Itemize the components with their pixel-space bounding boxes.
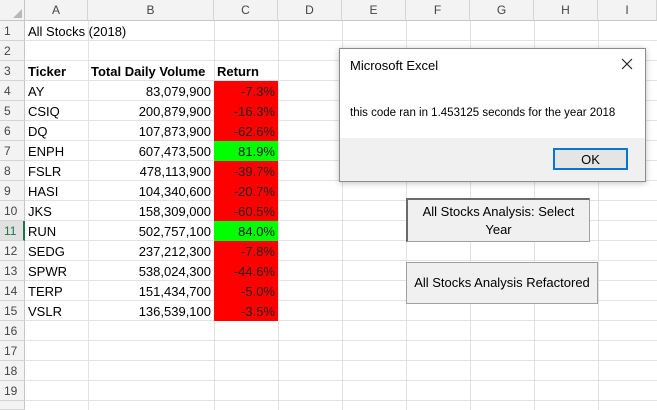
ok-button[interactable]: OK (553, 148, 628, 170)
return-header-cell[interactable]: Return (217, 63, 259, 79)
gridline (278, 21, 279, 410)
gridline (25, 40, 657, 41)
all-stocks-refactored-button[interactable]: All Stocks Analysis Refactored (406, 262, 598, 304)
ticker-cell[interactable]: AY (28, 83, 45, 99)
volume-cell[interactable]: 83,079,900 (145, 83, 211, 99)
gridline (25, 320, 657, 321)
row-header-18[interactable]: 18 (0, 361, 25, 381)
return-cell[interactable]: -5.0% (214, 281, 278, 301)
ticker-cell[interactable]: ENPH (28, 143, 65, 159)
return-cell[interactable]: -7.3% (214, 81, 278, 101)
column-header-d[interactable]: D (278, 0, 342, 21)
volume-cell[interactable]: 104,340,600 (138, 183, 211, 199)
gridline (25, 360, 657, 361)
row-header-4[interactable]: 4 (0, 81, 25, 101)
all-stocks-select-year-button[interactable]: All Stocks Analysis: Select Year (406, 198, 590, 242)
ticker-cell[interactable]: SEDG (28, 243, 65, 259)
row-header-13[interactable]: 13 (0, 261, 25, 281)
gridline (25, 280, 657, 281)
gridline (342, 21, 343, 410)
gridline (25, 200, 657, 201)
volume-cell[interactable]: 607,473,500 (138, 143, 211, 159)
ticker-cell[interactable]: HASI (28, 183, 59, 199)
select-all-corner[interactable] (0, 0, 25, 21)
volume-cell[interactable]: 107,873,900 (138, 123, 211, 139)
ticker-cell[interactable]: DQ (28, 123, 48, 139)
row-header-11[interactable]: 11 (0, 221, 25, 241)
gridline (598, 21, 599, 410)
ticker-cell[interactable]: JKS (28, 203, 52, 219)
volume-cell[interactable]: 151,434,700 (138, 283, 211, 299)
gridline (25, 220, 657, 221)
row-header-8[interactable]: 8 (0, 161, 25, 181)
row-header-20[interactable] (0, 401, 25, 410)
volume-cell[interactable]: 502,757,100 (138, 223, 211, 239)
row-header-7[interactable]: 7 (0, 141, 25, 161)
ticker-header-cell[interactable]: Ticker (28, 63, 67, 79)
row-header-19[interactable]: 19 (0, 381, 25, 401)
gridline (25, 400, 657, 401)
column-header-h[interactable]: H (534, 0, 598, 21)
volume-cell[interactable]: 136,539,100 (138, 303, 211, 319)
return-cell[interactable]: -60.5% (214, 201, 278, 221)
row-header-2[interactable]: 2 (0, 41, 25, 61)
dialog-footer: OK (340, 138, 645, 181)
column-header-a[interactable]: A (25, 0, 88, 21)
gridline (25, 300, 657, 301)
row-header-10[interactable]: 10 (0, 201, 25, 221)
return-cell[interactable]: -62.6% (214, 121, 278, 141)
close-icon[interactable] (615, 53, 639, 75)
return-cell[interactable]: -16.3% (214, 101, 278, 121)
ticker-cell[interactable]: VSLR (28, 303, 62, 319)
return-cell[interactable]: 81.9% (214, 141, 278, 161)
row-header-17[interactable]: 17 (0, 341, 25, 361)
row-header-5[interactable]: 5 (0, 101, 25, 121)
column-header-b[interactable]: B (88, 0, 214, 21)
column-header-i[interactable]: I (598, 0, 657, 21)
row-header-9[interactable]: 9 (0, 181, 25, 201)
sheet-title-cell[interactable]: All Stocks (2018) (28, 23, 127, 39)
row-header-16[interactable]: 16 (0, 321, 25, 341)
return-cell[interactable]: -44.6% (214, 261, 278, 281)
column-header-e[interactable]: E (342, 0, 406, 21)
ticker-cell[interactable]: CSIQ (28, 103, 60, 119)
ticker-cell[interactable]: SPWR (28, 263, 67, 279)
return-cell[interactable]: -3.5% (214, 301, 278, 321)
volume-cell[interactable]: 237,212,300 (138, 243, 211, 259)
volume-cell[interactable]: 200,879,900 (138, 103, 211, 119)
column-header-c[interactable]: C (214, 0, 278, 21)
volume-cell[interactable]: 538,024,300 (138, 263, 211, 279)
ticker-cell[interactable]: TERP (28, 283, 63, 299)
return-cell[interactable]: -39.7% (214, 161, 278, 181)
row-header-15[interactable]: 15 (0, 301, 25, 321)
row-header-14[interactable]: 14 (0, 281, 25, 301)
message-box-dialog: Microsoft Excel this code ran in 1.45312… (339, 48, 646, 182)
gridline (25, 380, 657, 381)
return-cell[interactable]: 84.0% (214, 221, 278, 241)
dialog-title: Microsoft Excel (350, 58, 439, 73)
volume-header-cell[interactable]: Total Daily Volume (91, 63, 206, 79)
return-cell[interactable]: -20.7% (214, 181, 278, 201)
column-header-f[interactable]: F (406, 0, 470, 21)
row-header-1[interactable]: 1 (0, 21, 25, 41)
row-header-12[interactable]: 12 (0, 241, 25, 261)
column-header-g[interactable]: G (470, 0, 534, 21)
gridline (25, 240, 657, 241)
volume-cell[interactable]: 158,309,000 (138, 203, 211, 219)
gridline (88, 21, 89, 410)
gridline (25, 340, 657, 341)
row-header-6[interactable]: 6 (0, 121, 25, 141)
ticker-cell[interactable]: FSLR (28, 163, 62, 179)
return-cell[interactable]: -7.8% (214, 241, 278, 261)
row-header-3[interactable]: 3 (0, 61, 25, 81)
dialog-message: this code ran in 1.453125 seconds for th… (350, 107, 616, 119)
volume-cell[interactable]: 478,113,900 (139, 163, 211, 179)
ticker-cell[interactable]: RUN (28, 223, 57, 239)
gridline (25, 260, 657, 261)
